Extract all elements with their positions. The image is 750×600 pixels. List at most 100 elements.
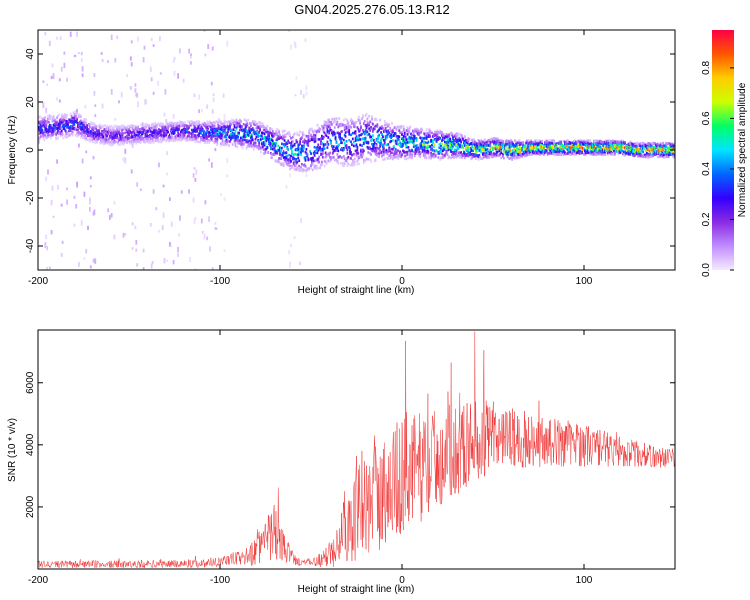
- heatmap-cell: [392, 157, 394, 161]
- heatmap-cell: [101, 59, 104, 62]
- heatmap-cell: [109, 126, 111, 129]
- heatmap-cell: [169, 242, 171, 247]
- heatmap-cell: [634, 151, 636, 154]
- heatmap-cell: [574, 153, 577, 156]
- heatmap-cell: [116, 35, 119, 39]
- heatmap-cell: [651, 141, 654, 145]
- heatmap-cell: [334, 136, 337, 140]
- heatmap-cell: [110, 213, 113, 218]
- heatmap-cell: [466, 143, 469, 146]
- heatmap-cell: [390, 133, 392, 136]
- heatmap-cell: [254, 120, 257, 124]
- heatmap-cell: [97, 133, 99, 136]
- heatmap-cell: [308, 129, 311, 132]
- heatmap-cell: [543, 149, 545, 153]
- heatmap-cell: [369, 129, 371, 132]
- heatmap-cell: [422, 141, 425, 145]
- heatmap-cell: [341, 147, 343, 150]
- heatmap-cell: [636, 141, 639, 144]
- heatmap-cell: [530, 147, 533, 150]
- heatmap-cell: [435, 149, 438, 152]
- heatmap-cell: [434, 133, 437, 137]
- heatmap-cell: [354, 130, 357, 133]
- heatmap-cell: [423, 149, 426, 153]
- heatmap-cell: [42, 132, 45, 135]
- heatmap-cell: [158, 229, 160, 233]
- heatmap-cell: [190, 120, 193, 123]
- heatmap-cell: [289, 157, 291, 160]
- heatmap-cell: [484, 148, 487, 151]
- heatmap-cell: [122, 157, 125, 162]
- heatmap-cell: [330, 141, 332, 145]
- heatmap-cell: [480, 157, 483, 160]
- heatmap-cell: [585, 144, 588, 147]
- heatmap-cell: [426, 142, 429, 145]
- heatmap-cell: [413, 130, 416, 133]
- heatmap-cell: [270, 147, 272, 150]
- heatmap-cell: [105, 133, 108, 137]
- heatmap-cell: [295, 146, 298, 150]
- heatmap-cell: [200, 138, 202, 142]
- heatmap-cell: [343, 157, 346, 160]
- heatmap-cell: [601, 153, 604, 157]
- heatmap-cell: [389, 140, 392, 144]
- heatmap-cell: [355, 143, 358, 146]
- heatmap-cell: [366, 120, 369, 124]
- heatmap-cell: [240, 125, 243, 128]
- heatmap-cell: [323, 147, 326, 150]
- heatmap-cell: [152, 189, 155, 194]
- heatmap-cell: [298, 143, 301, 146]
- heatmap-cell: [159, 124, 161, 127]
- heatmap-cell: [269, 139, 271, 143]
- heatmap-cell: [376, 146, 379, 150]
- heatmap-cell: [217, 121, 220, 124]
- heatmap-cell: [316, 151, 319, 155]
- heatmap-cell: [85, 136, 88, 140]
- heatmap-cell: [490, 146, 493, 149]
- heatmap-cell: [320, 137, 322, 141]
- heatmap-cell: [490, 137, 493, 141]
- heatmap-cell: [438, 146, 441, 149]
- heatmap-cell: [336, 147, 339, 150]
- heatmap-cell: [148, 124, 150, 127]
- heatmap-cell: [58, 124, 61, 127]
- heatmap-cell: [631, 149, 634, 153]
- heatmap-cell: [93, 122, 96, 126]
- heatmap-cell: [74, 54, 77, 57]
- heatmap-cell: [229, 136, 231, 139]
- heatmap-cell: [405, 150, 408, 154]
- heatmap-cell: [386, 122, 389, 126]
- heatmap-cell: [480, 148, 483, 152]
- heatmap-cell: [281, 142, 283, 146]
- heatmap-cell: [402, 136, 404, 140]
- heatmap-cell: [492, 146, 494, 150]
- heatmap-cell: [328, 125, 331, 128]
- heatmap-cell: [182, 129, 185, 133]
- heatmap-cell: [552, 145, 554, 149]
- heatmap-cell: [402, 125, 405, 128]
- heatmap-cell: [553, 139, 555, 143]
- heatmap-cell: [239, 128, 241, 132]
- heatmap-cell: [276, 132, 279, 135]
- heatmap-cell: [186, 136, 189, 140]
- heatmap-cell: [375, 143, 378, 146]
- heatmap-cell: [243, 138, 246, 142]
- heatmap-cell: [409, 125, 412, 129]
- heatmap-cell: [511, 158, 513, 161]
- heatmap-cell: [297, 148, 300, 152]
- heatmap-cell: [543, 146, 545, 150]
- heatmap-cell: [45, 136, 48, 139]
- heatmap-cell: [293, 236, 296, 239]
- heatmap-cell: [362, 114, 364, 117]
- heatmap-cell: [338, 135, 341, 138]
- heatmap-cell: [302, 133, 305, 137]
- heatmap-cell: [127, 124, 129, 128]
- heatmap-cell: [408, 127, 411, 131]
- heatmap-cell: [320, 149, 322, 152]
- heatmap-cell: [135, 248, 138, 252]
- heatmap-cell: [177, 253, 179, 257]
- heatmap-cell: [93, 209, 96, 215]
- heatmap-cell: [171, 122, 174, 126]
- heatmap-cell: [429, 156, 432, 160]
